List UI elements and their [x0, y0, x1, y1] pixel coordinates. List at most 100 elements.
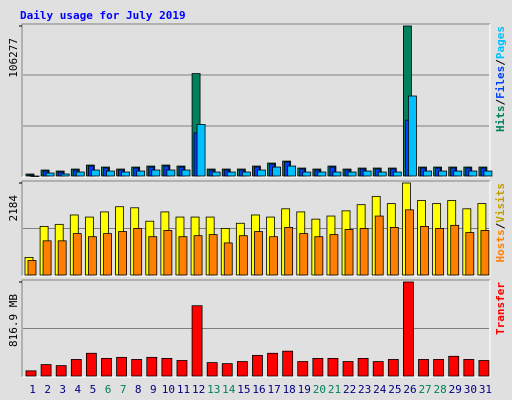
- bar: [312, 357, 324, 377]
- legend-entry: Transfer: [494, 282, 507, 335]
- bar: [453, 170, 463, 177]
- bar: [480, 230, 490, 276]
- bar: [418, 359, 429, 377]
- bar: [287, 165, 297, 177]
- bar: [347, 171, 357, 177]
- bar: [238, 235, 248, 276]
- bar: [448, 355, 460, 377]
- legend-separator: /: [494, 222, 507, 229]
- bar: [133, 228, 143, 276]
- bar: [30, 175, 40, 177]
- legend: Hits/Files/Pages: [494, 26, 507, 132]
- bar: [272, 166, 281, 177]
- x-tick-label: 18: [283, 383, 296, 396]
- bar: [269, 236, 278, 276]
- bar: [25, 370, 37, 377]
- bar: [362, 170, 372, 177]
- panel-border: [22, 280, 491, 378]
- bar: [252, 354, 263, 377]
- bar: [211, 171, 221, 177]
- bar: [146, 356, 158, 377]
- y-tick-label: 816.9 MB: [7, 294, 20, 347]
- x-tick-label: 23: [358, 383, 371, 396]
- bar: [478, 360, 490, 377]
- bar: [101, 357, 112, 377]
- bar: [176, 360, 188, 377]
- bar: [423, 170, 432, 177]
- bar: [342, 361, 354, 377]
- bar: [359, 228, 369, 276]
- bar: [389, 227, 399, 276]
- x-tick-label: 26: [403, 383, 416, 396]
- x-tick-label: 25: [388, 383, 401, 396]
- x-tick-label: 10: [162, 383, 175, 396]
- bar: [377, 171, 387, 177]
- legend-entry: Files: [494, 66, 507, 99]
- x-tick-label: 6: [105, 383, 112, 396]
- panel-border: [21, 23, 490, 177]
- legend-separator: /: [494, 99, 507, 106]
- x-tick-label: 21: [328, 383, 341, 396]
- legend: Transfer: [494, 282, 507, 335]
- chart-title: Daily usage for July 2019: [20, 9, 186, 22]
- panel-border: [21, 279, 490, 377]
- x-tick-label: 9: [150, 383, 157, 396]
- bar: [314, 236, 324, 276]
- bar: [435, 228, 445, 276]
- bar: [438, 170, 448, 177]
- legend-entry: Visits: [494, 183, 507, 223]
- bar: [329, 234, 339, 276]
- x-tick-label: 8: [135, 383, 142, 396]
- panel-border: [22, 24, 491, 178]
- bar: [344, 229, 354, 276]
- bar: [327, 357, 339, 377]
- bar: [223, 242, 233, 276]
- x-tick-label: 14: [222, 383, 236, 396]
- bar: [483, 170, 493, 177]
- bar: [221, 363, 233, 377]
- panel-border: [21, 180, 490, 276]
- x-tick-label: 15: [237, 383, 250, 396]
- bar: [267, 352, 278, 377]
- x-tick-label: 12: [192, 383, 205, 396]
- bar: [191, 305, 203, 377]
- bar: [75, 171, 85, 177]
- legend-separator: /: [494, 59, 507, 66]
- bar: [297, 361, 309, 377]
- bar: [465, 232, 475, 276]
- bar: [121, 171, 130, 177]
- bar: [226, 171, 236, 177]
- bar: [463, 359, 475, 377]
- legend-entry: Hosts: [494, 229, 507, 262]
- bar: [148, 236, 158, 276]
- bar: [332, 171, 342, 177]
- x-tick-label: 2: [44, 383, 51, 396]
- bar: [282, 350, 294, 377]
- bar: [284, 227, 294, 276]
- y-tick-label: 2184: [7, 195, 20, 222]
- x-tick-label: 22: [343, 383, 356, 396]
- bar: [161, 357, 173, 377]
- x-tick-label: 3: [59, 383, 66, 396]
- x-tick-label: 11: [177, 383, 190, 396]
- x-tick-label: 24: [373, 383, 387, 396]
- x-tick-label: 29: [449, 383, 462, 396]
- bar: [236, 361, 248, 377]
- bar: [151, 169, 161, 177]
- x-tick-label: 31: [479, 383, 492, 396]
- bar: [387, 359, 399, 377]
- bar: [317, 171, 327, 177]
- x-tick-label: 27: [418, 383, 431, 396]
- bar: [241, 171, 251, 177]
- legend-entry: Hits: [494, 106, 507, 133]
- x-tick-label: 13: [207, 383, 220, 396]
- bar: [131, 359, 143, 377]
- bar: [193, 235, 203, 276]
- x-tick-label: 1: [29, 383, 36, 396]
- bar: [181, 169, 191, 177]
- x-tick-label: 17: [267, 383, 280, 396]
- bar: [372, 361, 384, 377]
- bar: [408, 95, 417, 177]
- bar: [254, 231, 263, 276]
